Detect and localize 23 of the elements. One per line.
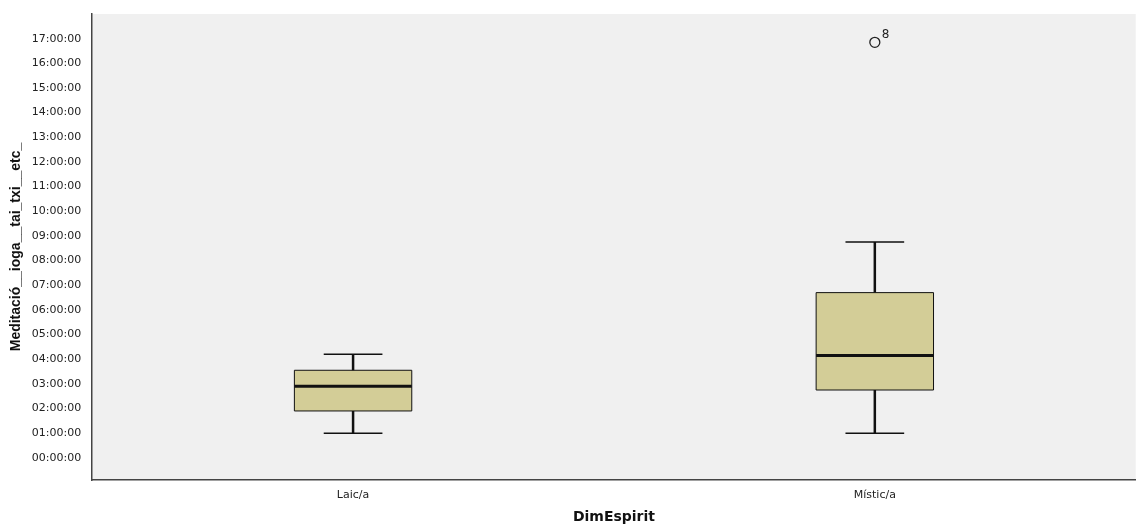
y-tick-label: 13:00:00 [31,130,82,144]
y-axis-title: Meditació__ioga__tai_txi__etc_ [7,142,24,352]
y-tick-label: 10:00:00 [31,204,82,218]
x-tick-label: Laic/a [336,488,370,502]
y-tick-label: 11:00:00 [31,179,82,193]
y-tick-label: 05:00:00 [31,327,82,341]
y-tick-label: 12:00:00 [31,154,82,168]
y-tick-label: 00:00:00 [31,450,82,464]
y-tick-label: 07:00:00 [31,278,82,292]
y-tick-label: 15:00:00 [31,80,82,94]
y-tick-label: 06:00:00 [31,302,82,316]
y-tick-label: 03:00:00 [31,376,82,390]
x-axis-title: DimEspirit [572,508,656,525]
x-tick-label: Místic/a [853,488,896,502]
y-tick-label: 17:00:00 [31,31,82,45]
y-tick-label: 08:00:00 [31,253,82,267]
y-tick-label: 04:00:00 [31,352,82,366]
annotation: 8 [881,27,890,42]
y-tick-label: 14:00:00 [31,105,82,119]
y-tick-label: 02:00:00 [31,401,82,415]
y-tick-label: 09:00:00 [31,228,82,242]
y-tick-label: 01:00:00 [31,426,82,440]
y-tick-label: 16:00:00 [31,56,82,70]
